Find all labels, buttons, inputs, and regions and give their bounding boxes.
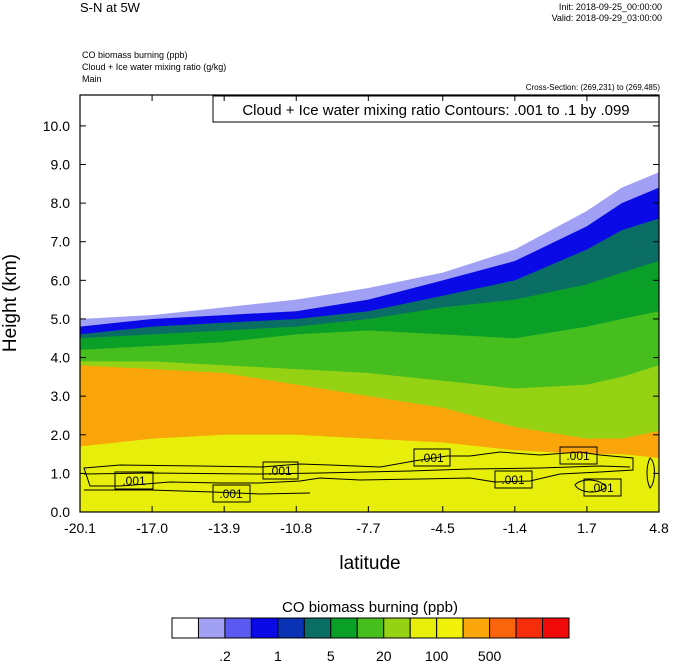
colorbar-swatch [409,617,438,639]
colorbar-swatch [542,617,570,639]
y-tick-label: 5.0 [51,311,71,327]
cross-section-text: Cross-Section: (269,231) to (269,485) [525,83,660,92]
colorbar-tick-label: 1 [274,648,282,664]
contour-label: .001 [420,451,444,465]
contour-label: .001 [219,487,243,501]
colorbar-swatch [250,617,279,639]
colorbar-swatch [383,617,411,639]
y-tick-label: 3.0 [51,388,71,404]
x-tick-label: -4.5 [431,520,455,536]
x-tick-label: -17.0 [136,520,168,536]
axes: -20.1 -17.0 -13.9 -10.8 -7.7 -4.5 -1.4 1.7 4.8 0.… [43,95,669,536]
contour-label: .001 [501,473,525,487]
colorbar-swatch [489,617,517,639]
y-tick-label: 4.0 [51,350,71,366]
contour-label: .001 [566,449,590,463]
y-tick-label: 10.0 [43,118,70,134]
field-line-main: Main [82,74,102,84]
contour-info-text: Cloud + Ice water mixing ratio Contours:… [242,102,629,119]
colorbar-swatch [224,617,252,639]
contour-line [574,479,607,493]
x-axis-label: latitude [339,553,400,574]
contour-line [646,457,655,489]
colorbar-swatch [197,617,226,639]
x-tick-label: 1.7 [577,520,597,536]
co-field [80,95,659,512]
contour-label: .001 [122,474,146,488]
x-tick-label: -10.8 [280,520,312,536]
colorbar-swatch [515,617,544,639]
x-tick-label: 4.8 [649,520,669,536]
y-tick-label: 1.0 [51,465,71,481]
plot-title: S-N at 5W [80,0,140,15]
y-tick-label: 8.0 [51,195,71,211]
colorbar-swatch [356,617,385,639]
x-tick-label: -1.4 [503,520,527,536]
y-tick-label: 7.0 [51,234,71,250]
colorbar-title: CO biomass burning (ppb) [282,599,458,616]
y-tick-label: 0.0 [51,504,71,520]
contour-info-box [212,95,660,123]
contour-label: .001 [268,464,292,478]
contour-label-group: .001 .001 .001 .001 .001 .001 .001 [114,446,622,503]
colorbar-tick-label: 100 [425,648,449,664]
colorbar-swatch [277,617,305,639]
contour-line [83,451,634,487]
contour-label: .001 [590,481,614,495]
colorbar-swatch [171,617,199,639]
colorbar-tick-label: 500 [478,648,502,664]
colorbar-swatch [436,617,464,639]
contour-line [83,465,631,475]
colorbar-swatch [303,617,332,639]
colorbar-tick-label: 5 [327,648,335,664]
y-tick-label: 6.0 [51,272,71,288]
x-tick-label: -20.1 [64,520,96,536]
field-line-co: CO biomass burning (ppb) [82,50,188,60]
x-tick-label: -13.9 [208,520,240,536]
colorbar-swatch [462,617,491,639]
colorbar-swatch [330,617,358,639]
y-tick-label: 2.0 [51,427,71,443]
cloud-contours [83,451,655,495]
plot-frame [79,94,660,513]
y-tick-label: 9.0 [51,157,71,173]
colorbar-tick-label: .2 [219,648,231,664]
x-tick-label: -7.7 [356,520,380,536]
valid-time: Valid: 2018-09-29_03:00:00 [551,13,662,23]
field-line-cloud: Cloud + Ice water mixing ratio (g/kg) [82,62,227,72]
colorbar-tick-label: 20 [376,648,392,664]
colorbar: .2 1 5 20 100 500 [171,617,570,664]
y-axis-label: Height (km) [0,254,21,352]
init-time: Init: 2018-09-25_00:00:00 [558,2,662,12]
